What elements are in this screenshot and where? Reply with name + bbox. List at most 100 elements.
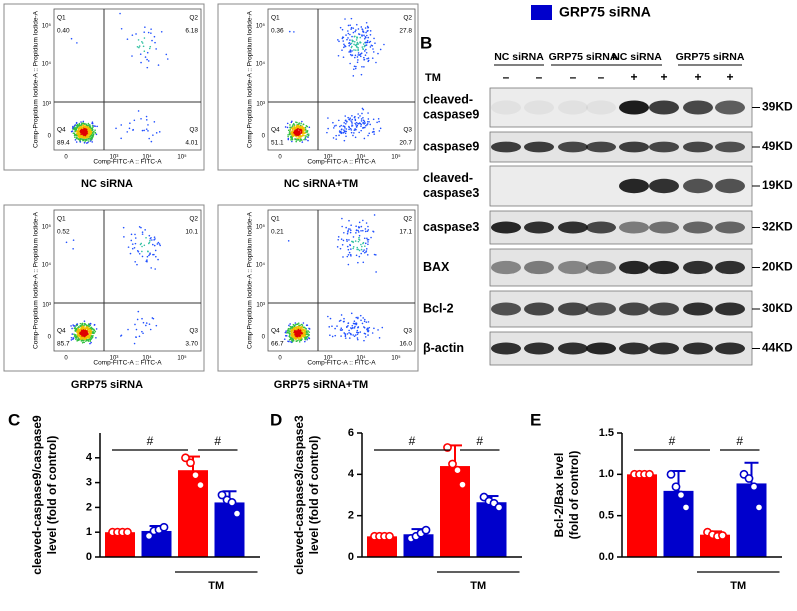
dot (141, 40, 143, 43)
dot (90, 341, 92, 344)
dot (346, 232, 349, 235)
group-label: NC siRNA (494, 51, 544, 63)
dot (156, 243, 159, 245)
treatment-sign: – (570, 70, 577, 84)
dot (301, 141, 304, 143)
dot (371, 57, 374, 59)
dot (339, 125, 341, 128)
blot-band (715, 100, 745, 115)
dot (348, 329, 350, 332)
dot (299, 134, 302, 137)
blot-band (619, 100, 649, 115)
dot (348, 337, 351, 339)
quadrant-name: Q3 (403, 127, 412, 134)
dot (348, 251, 351, 254)
quadrant-name: Q2 (189, 216, 198, 223)
dot (297, 326, 299, 328)
dot (301, 324, 304, 326)
dot (337, 54, 340, 57)
dot (379, 48, 382, 51)
dot (361, 34, 363, 37)
quadrant-percent: 20.7 (399, 140, 412, 147)
dot (73, 333, 75, 335)
dot (355, 225, 357, 228)
dot (153, 236, 156, 238)
dot (304, 340, 306, 343)
blot-band (524, 260, 554, 275)
dot (93, 125, 95, 127)
dot (143, 129, 145, 132)
dot (362, 119, 365, 122)
dot (344, 45, 346, 47)
y-tick-label: 0 (262, 134, 266, 140)
dot (363, 58, 365, 61)
dot (151, 239, 153, 241)
dot (295, 332, 297, 334)
dot (77, 337, 79, 339)
dot (144, 56, 147, 58)
dot (332, 121, 334, 124)
dot (82, 130, 84, 132)
dot (300, 135, 303, 138)
dot (360, 252, 363, 255)
y-tick-label: 10³ (42, 303, 51, 309)
size-label: 49KD (762, 139, 793, 153)
dot (356, 56, 359, 58)
dot (284, 331, 287, 334)
size-label: 19KD (762, 178, 793, 192)
dot (82, 131, 84, 134)
dot (85, 126, 87, 129)
dot (356, 41, 359, 44)
dot (294, 129, 297, 132)
dot (352, 247, 354, 250)
dot (355, 65, 357, 68)
dot (92, 126, 94, 129)
dot (378, 120, 380, 123)
dot (361, 107, 364, 110)
dot (90, 336, 93, 338)
dot (90, 130, 93, 133)
dot (93, 329, 96, 332)
dot (78, 132, 81, 135)
row-label: caspase9 (423, 107, 479, 121)
dot (364, 228, 367, 230)
dot (353, 327, 356, 329)
dot (337, 238, 340, 241)
dot (293, 124, 296, 126)
dot (289, 338, 292, 341)
dot (353, 65, 356, 68)
y-tick-label: 10⁵ (42, 23, 52, 30)
dot (354, 115, 356, 118)
dot (299, 140, 301, 142)
data-point (666, 469, 676, 479)
dot (77, 124, 80, 127)
dot (362, 242, 364, 245)
y-tick-label: 10³ (42, 102, 51, 108)
dot (338, 40, 340, 43)
dot (95, 133, 98, 136)
dot (296, 323, 299, 325)
blot-band (683, 260, 713, 275)
dot (369, 30, 372, 32)
dot (155, 132, 158, 134)
dot (91, 122, 93, 125)
plot-area (53, 8, 202, 151)
dot (356, 124, 359, 127)
dot (287, 331, 289, 333)
dot (363, 249, 365, 251)
dot (352, 327, 354, 329)
dot (327, 315, 329, 318)
dot (349, 117, 351, 119)
dot (368, 326, 371, 329)
dot (358, 238, 360, 241)
dot (362, 122, 364, 124)
dot (70, 37, 73, 40)
plot-caption: GRP75 siRNA (71, 379, 143, 391)
dot (350, 120, 352, 122)
dot (74, 136, 76, 139)
dot (350, 333, 352, 336)
dot (141, 330, 143, 333)
blot-band (586, 342, 616, 355)
dot (146, 259, 148, 261)
